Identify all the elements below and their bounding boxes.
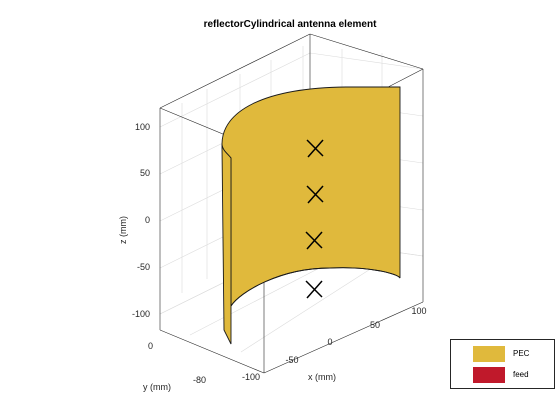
feed-marker	[306, 139, 324, 158]
reflector-surface	[221, 86, 401, 345]
z-axis-ticks: 100 50 0 -50 -100	[132, 122, 150, 319]
reflector-bottom-edge	[230, 267, 401, 307]
z-tick-label: -100	[132, 309, 150, 319]
x-axis-label: x (mm)	[308, 372, 336, 382]
reflector-left-edge	[221, 143, 232, 345]
reflector-body	[221, 86, 401, 308]
y-tick-label: -80	[193, 375, 206, 385]
y-tick-label: 0	[148, 341, 153, 351]
z-tick-label: -50	[137, 262, 150, 272]
figure-title: reflectorCylindrical antenna element	[204, 19, 378, 30]
feed-marker	[305, 231, 323, 250]
z-tick-label: 50	[140, 168, 150, 178]
feed-swatch	[473, 367, 505, 383]
x-tick-label: 100	[411, 306, 426, 316]
x-axis-ticks: -100 -50 0 50 100	[242, 306, 427, 382]
x-tick-label: -100	[242, 372, 260, 382]
x-tick-label: 50	[370, 320, 380, 330]
z-tick-label: 100	[135, 122, 150, 132]
pec-swatch	[473, 346, 505, 362]
z-axis-label: z (mm)	[118, 216, 128, 244]
legend-label: feed	[513, 370, 529, 379]
x-tick-label: -50	[285, 355, 298, 365]
y-axis-ticks: 0 -80	[148, 341, 206, 385]
feed-markers	[305, 139, 324, 299]
y-axis-label: y (mm)	[143, 382, 171, 392]
feed-marker	[306, 185, 324, 204]
x-tick-label: 0	[327, 337, 332, 347]
feed-marker	[305, 280, 323, 299]
legend-label: PEC	[513, 349, 530, 358]
legend: PEC feed	[450, 339, 555, 389]
z-tick-label: 0	[145, 215, 150, 225]
